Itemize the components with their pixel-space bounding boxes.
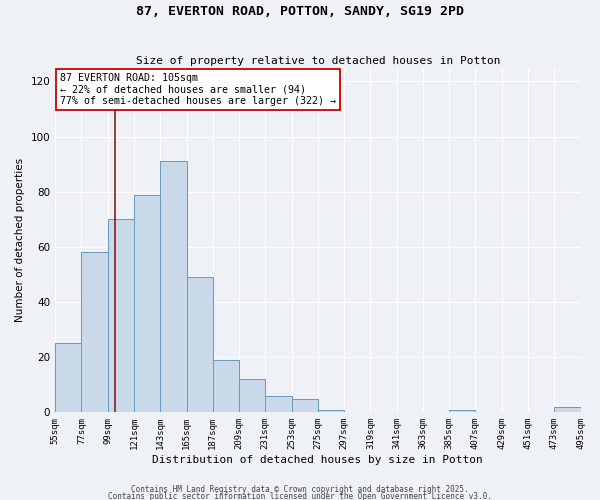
Title: Size of property relative to detached houses in Potton: Size of property relative to detached ho… (136, 56, 500, 66)
Bar (449, 410, 475, 412)
Text: Contains HM Land Registry data © Crown copyright and database right 2025.: Contains HM Land Registry data © Crown c… (131, 486, 469, 494)
Bar (292, 398, 318, 412)
Bar (265, 396, 292, 412)
Bar (82, 252, 108, 412)
Bar (55, 344, 82, 412)
Bar (318, 410, 344, 412)
Bar (213, 360, 239, 412)
Text: 87, EVERTON ROAD, POTTON, SANDY, SG19 2PD: 87, EVERTON ROAD, POTTON, SANDY, SG19 2P… (136, 5, 464, 18)
Bar (554, 407, 581, 412)
Text: 87 EVERTON ROAD: 105sqm
← 22% of detached houses are smaller (94)
77% of semi-de: 87 EVERTON ROAD: 105sqm ← 22% of detache… (61, 73, 337, 106)
Bar (187, 277, 213, 412)
X-axis label: Distribution of detached houses by size in Potton: Distribution of detached houses by size … (152, 455, 483, 465)
Bar (160, 162, 187, 412)
Bar (108, 220, 134, 412)
Text: Contains public sector information licensed under the Open Government Licence v3: Contains public sector information licen… (108, 492, 492, 500)
Bar (239, 379, 265, 412)
Y-axis label: Number of detached properties: Number of detached properties (15, 158, 25, 322)
Bar (134, 194, 160, 412)
